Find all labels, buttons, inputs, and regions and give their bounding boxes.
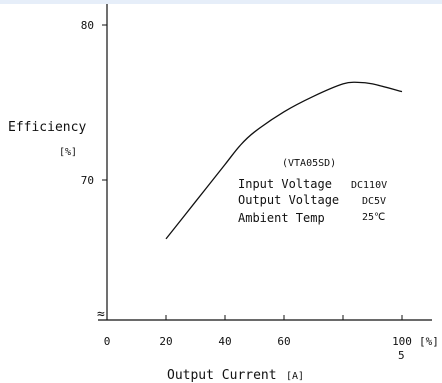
input-voltage-label: Input Voltage: [238, 177, 332, 191]
y-axis-label: Efficiency: [8, 120, 86, 135]
ambient-temp-label: Ambient Temp: [238, 211, 325, 225]
top-edge-rule: [0, 0, 442, 4]
x-tick-label: 40: [218, 335, 231, 348]
input-voltage-value: DC110V: [351, 180, 387, 191]
y-tick-label: 70: [81, 174, 94, 187]
x-extra-tick-label: 5: [398, 349, 405, 362]
x-tick-label: 20: [159, 335, 172, 348]
y-axis-unit: [%]: [59, 147, 77, 158]
output-voltage-label: Output Voltage: [238, 193, 339, 207]
y-tick-label: 80: [81, 19, 94, 32]
efficiency-curve: [165, 81, 403, 240]
output-voltage-value: DC5V: [362, 196, 386, 207]
x-axis-unit-tick: [%]: [419, 335, 439, 348]
x-axis-label-unit: [A]: [286, 371, 304, 382]
x-tick-label: 0: [104, 335, 111, 348]
y-tick-group: 70 80: [81, 19, 107, 187]
x-axis-label: Output Current: [167, 368, 277, 383]
axis-break-symbol: ≈: [97, 307, 105, 322]
model-label: (VTA05SD): [282, 158, 336, 169]
x-tick-label: 100: [392, 335, 412, 348]
x-tick-label: 60: [277, 335, 290, 348]
ambient-temp-value: 25℃: [362, 212, 385, 223]
x-tick-group: 0 20 40 60 100: [104, 315, 412, 348]
